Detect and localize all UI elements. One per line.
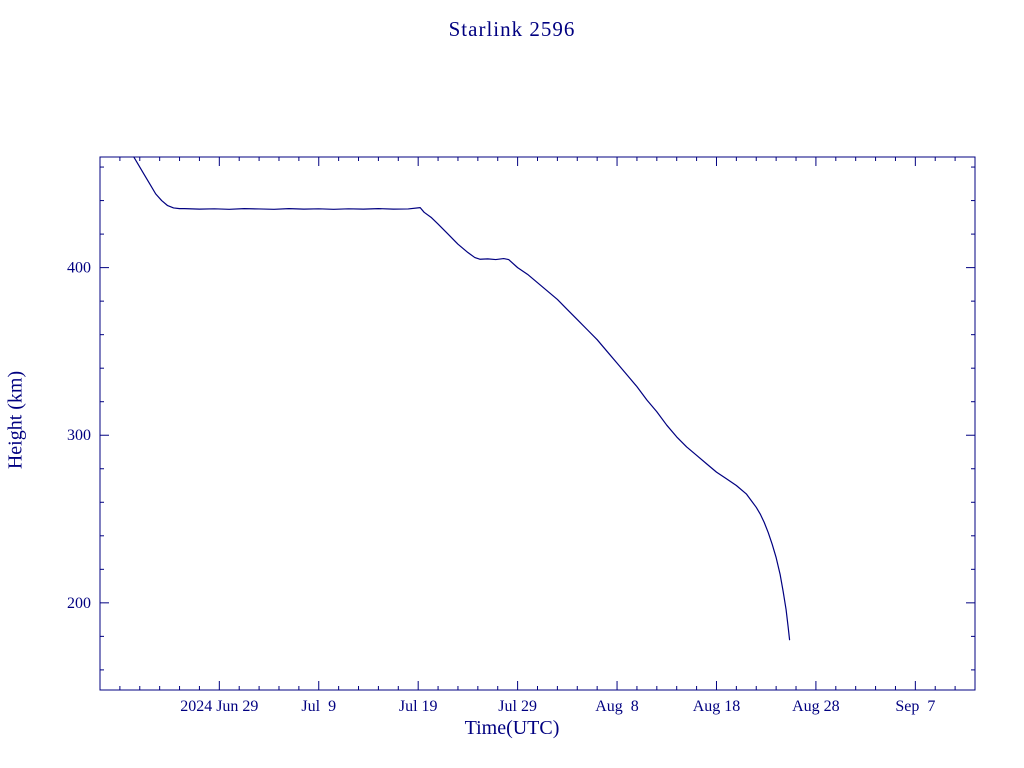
y-tick-label: 400 — [67, 260, 91, 277]
x-tick-label: 2024 Jun 29 — [180, 698, 258, 715]
plot-frame — [99, 156, 976, 691]
x-tick-label: Jul 29 — [498, 698, 537, 715]
y-tick-label: 200 — [67, 595, 91, 612]
x-tick-label: Jul 19 — [399, 698, 438, 715]
height-km-line — [133, 156, 791, 641]
x-tick-label: Aug 8 — [595, 698, 639, 715]
x-tick-label: Sep 7 — [895, 698, 935, 715]
chart-title: Starlink 2596 — [448, 17, 576, 41]
y-tick-label: 300 — [67, 427, 91, 444]
x-tick-label: Aug 28 — [792, 698, 840, 715]
x-tick-label: Jul 9 — [301, 698, 336, 715]
x-axis-label: Time(UTC) — [464, 717, 560, 739]
x-tick-label: Aug 18 — [693, 698, 741, 715]
